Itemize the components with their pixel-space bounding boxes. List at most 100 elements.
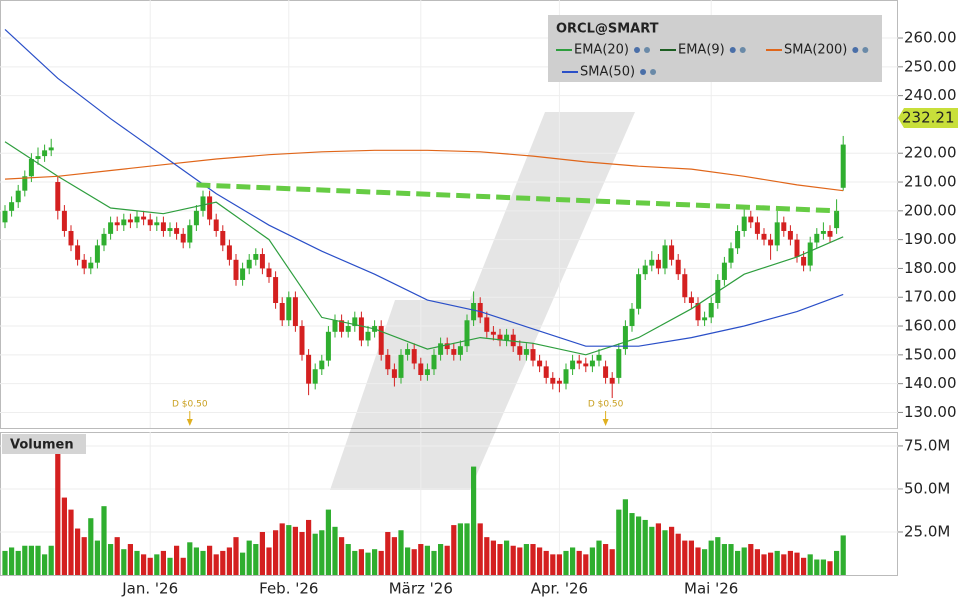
dividend-arrow-head <box>602 419 609 426</box>
volume-bar <box>42 554 48 575</box>
candle-body <box>484 317 490 332</box>
candle-body <box>398 354 404 378</box>
volume-bar <box>675 533 681 575</box>
volume-bar <box>332 526 338 575</box>
candle-body <box>695 302 701 321</box>
x-tick-label: Apr. '26 <box>531 580 588 598</box>
volume-bar <box>372 549 378 575</box>
volume-bar <box>154 554 160 575</box>
indicator-line <box>4 149 844 192</box>
candle-body <box>543 366 549 378</box>
candle-body <box>444 343 450 350</box>
candle-body <box>167 228 173 231</box>
volume-bar <box>543 550 549 575</box>
volume-bar <box>807 554 813 575</box>
candle-body <box>669 245 675 260</box>
y-tick-label: 180.00 <box>904 259 957 277</box>
candle-body <box>378 326 384 355</box>
candle-body <box>332 320 338 332</box>
candle-body <box>550 377 556 384</box>
candle-body <box>385 354 391 370</box>
volume-bar <box>603 544 609 575</box>
candle-body <box>160 222 166 231</box>
y-tick-label: 260.00 <box>904 29 957 47</box>
candle-body <box>735 230 741 249</box>
volume-bar <box>279 523 285 575</box>
volume-bar <box>312 533 318 575</box>
volume-bar <box>840 535 846 575</box>
candle-body <box>147 219 153 226</box>
candle-body <box>741 216 747 231</box>
volume-bar <box>35 545 41 575</box>
volume-bar <box>563 550 569 575</box>
candle-body <box>649 259 655 266</box>
candle-body <box>781 222 787 231</box>
volume-bar <box>75 528 81 575</box>
candle-body <box>226 245 232 260</box>
candle-body <box>94 245 100 263</box>
volume-bar <box>266 547 272 575</box>
volume-bar <box>741 547 747 575</box>
volume-bar <box>88 518 94 575</box>
legend-box <box>548 15 882 82</box>
y-tick-label: 25.0M <box>904 522 950 540</box>
y-tick-label: 50.0M <box>904 479 950 497</box>
x-tick-label: Mai '26 <box>684 580 738 598</box>
legend-label: EMA(9) <box>678 43 725 58</box>
candle-body <box>708 302 714 318</box>
candle-body <box>253 254 259 260</box>
candle-body <box>636 274 642 309</box>
candle-body <box>504 334 510 341</box>
y-tick-label: 130.00 <box>904 403 957 421</box>
volume-bar <box>457 523 463 575</box>
volume-bar <box>424 545 430 575</box>
volume-bar <box>464 523 470 575</box>
volume-bar <box>801 557 807 575</box>
volume-bar <box>213 554 219 575</box>
legend-icon <box>650 69 657 75</box>
y-tick-label: 160.00 <box>904 317 957 335</box>
candle-body <box>814 233 820 243</box>
candle-body <box>768 239 774 246</box>
volume-bar <box>187 542 193 575</box>
candle-body <box>405 349 411 355</box>
volume-label: Volumen <box>10 438 74 453</box>
volume-bar <box>748 544 754 575</box>
candle-body <box>266 268 272 278</box>
candle-body <box>233 259 239 280</box>
volume-bar <box>451 525 457 575</box>
volume-bar <box>378 550 384 575</box>
legend-icon <box>852 47 859 53</box>
candle-body <box>339 320 345 332</box>
y-tick-label: 170.00 <box>904 288 957 306</box>
candle-body <box>391 369 397 378</box>
volume-bar <box>622 499 628 575</box>
candle-body <box>748 216 754 223</box>
volume-bar <box>490 540 496 575</box>
candle-body <box>787 230 793 240</box>
volume-bar <box>207 545 213 575</box>
candle-body <box>75 245 81 260</box>
last-price-label: 232.21 <box>902 109 955 127</box>
volume-bar <box>708 540 714 575</box>
volume-bar <box>2 550 8 575</box>
candle-body <box>477 302 483 318</box>
candle-body <box>286 297 292 321</box>
volume-bar <box>325 509 331 575</box>
candle-body <box>794 239 800 257</box>
candle-body <box>345 326 351 332</box>
candle-body <box>840 144 846 188</box>
volume-bar <box>438 544 444 575</box>
volume-bar <box>101 506 107 575</box>
volume-bar <box>319 530 325 575</box>
x-tick-label: Feb. '26 <box>259 580 318 598</box>
volume-bar <box>688 540 694 575</box>
volume-bar <box>259 531 265 575</box>
volume-bar <box>814 559 820 575</box>
candle-body <box>563 369 569 384</box>
y-tick-label: 210.00 <box>904 173 957 191</box>
legend-title: ORCL@SMART <box>556 22 659 37</box>
legend-icon <box>729 47 736 53</box>
volume-bar <box>127 544 133 575</box>
